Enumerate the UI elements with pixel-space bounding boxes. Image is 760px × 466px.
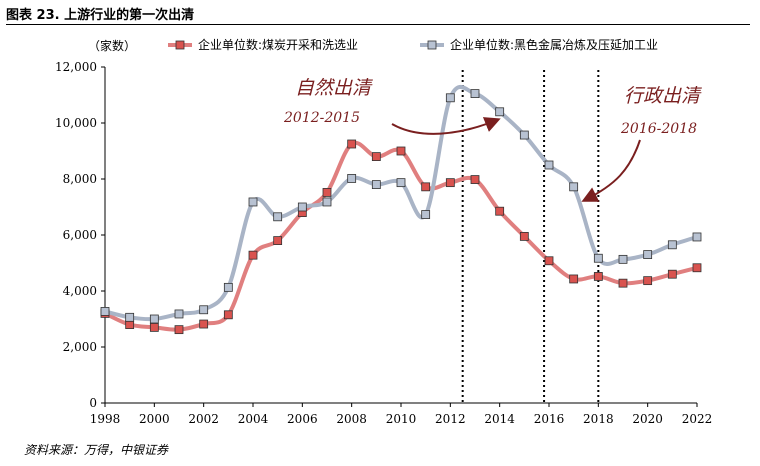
series-2-point	[470, 89, 480, 98]
series-2-point	[593, 253, 603, 263]
legend-marker-1	[175, 40, 185, 50]
series-1-point	[421, 182, 431, 192]
series-2-point	[297, 202, 307, 212]
figure-title: 图表 23. 上游行业的第一次出清	[6, 8, 195, 23]
series-1-point	[593, 272, 603, 281]
series-1-point	[174, 325, 184, 335]
source-note: 资料来源：万得，中银证券	[24, 443, 169, 457]
y-tick-label: 2,000	[63, 340, 97, 354]
x-tick-label: 2022	[682, 412, 713, 426]
series-2-point	[692, 232, 702, 242]
series-1-point	[692, 263, 702, 273]
series-1-point	[322, 188, 332, 197]
y-tick-label: 8,000	[63, 172, 97, 186]
series-1-point	[569, 274, 579, 284]
x-tick-label: 2018	[583, 412, 614, 426]
series-1-point	[371, 152, 381, 162]
series-1-point	[470, 175, 480, 184]
x-tick-label: 2000	[139, 412, 170, 426]
series-1-point	[445, 178, 455, 188]
x-tick-label: 2004	[238, 412, 269, 426]
series-2-point	[396, 178, 406, 188]
series-2-point	[421, 210, 431, 219]
x-tick-label: 2010	[386, 412, 417, 426]
x-tick-label: 2014	[484, 412, 515, 426]
series-1-point	[544, 256, 554, 266]
annotation-arrow-admin	[581, 139, 641, 202]
series-2-point	[199, 305, 209, 315]
series-1-point	[396, 146, 406, 156]
series-1-point	[149, 322, 159, 332]
series-1-point	[667, 269, 677, 279]
legend-marker-2	[427, 40, 437, 50]
series-2-point	[347, 174, 357, 183]
series-2-point	[125, 312, 135, 322]
series-2-point	[248, 197, 258, 207]
x-tick-label: 2016	[534, 412, 565, 426]
series-1-point	[273, 236, 283, 246]
series-2-point	[223, 282, 233, 292]
series-2-point	[174, 309, 184, 319]
annotation-admin-clearing-label: 行政出清	[624, 85, 702, 107]
series-line-2	[104, 84, 698, 322]
series-1-point	[199, 319, 209, 329]
series-1-point	[495, 206, 505, 216]
series-2-point	[100, 307, 110, 316]
title-rule	[6, 24, 750, 25]
annotation-arrow-natural	[391, 117, 501, 135]
series-2-point	[544, 160, 554, 170]
series-2-point	[643, 250, 653, 260]
x-tick-label: 2002	[188, 412, 219, 426]
x-tick-label: 2008	[336, 412, 367, 426]
series-2-point	[519, 130, 529, 140]
legend-label-1: 企业单位数:煤炭开采和洗选业	[198, 37, 358, 52]
series-2-point	[569, 182, 579, 192]
series-1-point	[347, 139, 357, 149]
series-2-point	[322, 197, 332, 207]
x-tick-label: 2020	[632, 412, 663, 426]
annotation-natural-clearing-years: 2012-2015	[283, 110, 360, 126]
series-1-point	[223, 310, 233, 320]
series-1-point	[248, 250, 258, 260]
annotation-admin-clearing-years: 2016-2018	[620, 121, 697, 137]
y-tick-label: 10,000	[55, 116, 97, 130]
series-line-1	[104, 140, 698, 332]
series-2-point	[273, 212, 283, 222]
series-1-point	[519, 231, 529, 241]
series-2-point	[371, 180, 381, 190]
series-2-point	[495, 107, 505, 117]
y-tick-label: 4,000	[63, 284, 97, 298]
y-tick-label: 0	[89, 396, 97, 410]
legend-label-2: 企业单位数:黑色金属冶炼及压延加工业	[450, 37, 658, 52]
annotation-natural-clearing-label: 自然出清	[295, 77, 373, 99]
y-tick-label: 12,000	[55, 60, 97, 74]
x-tick-label: 1998	[90, 412, 121, 426]
series-1-point	[618, 278, 628, 288]
series-2-point	[149, 314, 159, 324]
series-2-point	[618, 254, 628, 264]
series-1-point	[125, 320, 135, 330]
series-1-point	[643, 276, 653, 286]
series-2-point	[445, 93, 455, 103]
series-2-point	[667, 240, 677, 250]
y-axis-unit-label: （家数）	[88, 38, 136, 53]
x-tick-label: 2012	[435, 412, 466, 426]
y-tick-label: 6,000	[63, 228, 97, 242]
x-tick-label: 2006	[287, 412, 318, 426]
